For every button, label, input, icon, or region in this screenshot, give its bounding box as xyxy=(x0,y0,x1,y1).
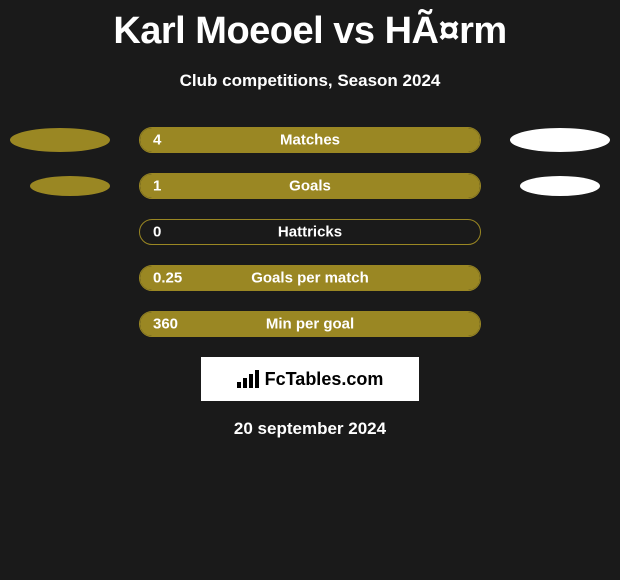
bar-label: Matches xyxy=(280,132,340,149)
stat-row-matches: 4 Matches xyxy=(0,127,620,153)
stat-row-goals: 1 Goals xyxy=(0,173,620,199)
ellipse-right-icon xyxy=(520,176,600,196)
ellipse-right-icon xyxy=(510,128,610,152)
bar-label: Goals per match xyxy=(251,270,369,287)
page-subtitle: Club competitions, Season 2024 xyxy=(0,71,620,91)
bar-container: 0.25 Goals per match xyxy=(139,265,481,291)
page-title: Karl Moeoel vs HÃ¤rm xyxy=(0,0,620,53)
stat-row-hattricks: 0 Hattricks xyxy=(0,219,620,245)
ellipse-left-icon xyxy=(30,176,110,196)
bar-label: Goals xyxy=(289,178,331,195)
ellipse-left-icon xyxy=(10,128,110,152)
bar-value: 1 xyxy=(153,178,161,195)
bar-container: 360 Min per goal xyxy=(139,311,481,337)
stat-row-min-per-goal: 360 Min per goal xyxy=(0,311,620,337)
bar-value: 0.25 xyxy=(153,270,182,287)
bar-container: 4 Matches xyxy=(139,127,481,153)
stat-row-goals-per-match: 0.25 Goals per match xyxy=(0,265,620,291)
chart-area: 4 Matches 1 Goals 0 Hattricks 0.25 Goals… xyxy=(0,127,620,337)
bar-value: 0 xyxy=(153,224,161,241)
date-label: 20 september 2024 xyxy=(0,419,620,439)
bar-value: 360 xyxy=(153,316,178,333)
logo-text: FcTables.com xyxy=(265,369,384,390)
bar-value: 4 xyxy=(153,132,161,149)
logo-chart-icon xyxy=(237,370,259,388)
fctables-logo[interactable]: FcTables.com xyxy=(201,357,419,401)
bar-container: 0 Hattricks xyxy=(139,219,481,245)
bar-label: Min per goal xyxy=(266,316,354,333)
bar-label: Hattricks xyxy=(278,224,342,241)
bar-container: 1 Goals xyxy=(139,173,481,199)
